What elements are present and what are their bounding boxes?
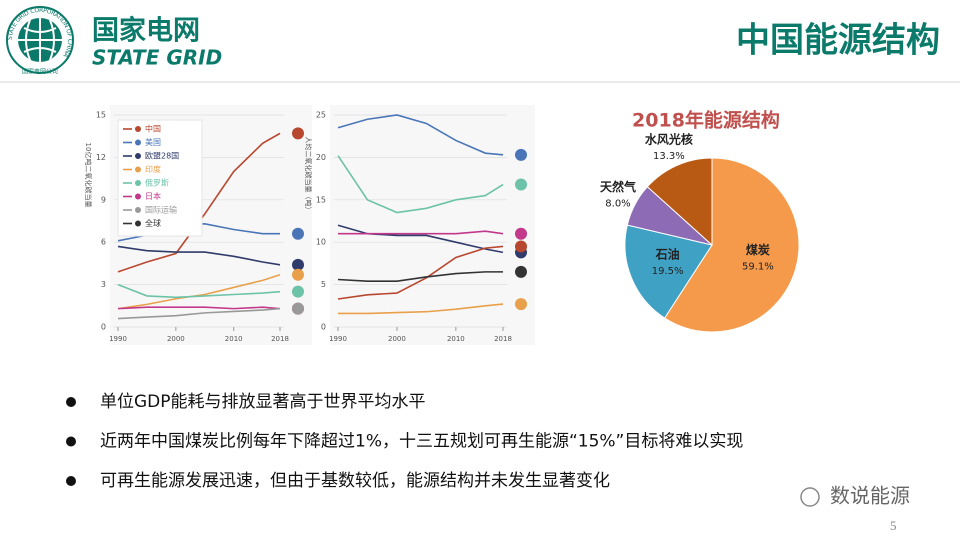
plot-background (330, 105, 535, 345)
slice-label: 天然气 (600, 179, 636, 194)
slice-label: 水风光核 (645, 132, 693, 147)
series-line (337, 155, 504, 214)
x-tick-label: 1990 (329, 335, 347, 343)
flag-icon (292, 227, 304, 240)
legend-box (117, 119, 203, 237)
series-line (117, 132, 281, 273)
slide-title: 中国能源结构 (736, 21, 940, 61)
slice-value: 8.0% (605, 199, 630, 210)
legend-label: 印度 (145, 164, 161, 174)
flag-icon (515, 178, 527, 191)
legend-label: 全球 (145, 218, 161, 228)
bullet-dot (66, 436, 76, 447)
slice-value: 19.5% (652, 266, 684, 277)
flag-icon (515, 265, 527, 278)
bullet-dot (66, 476, 76, 486)
pie-title: 2018年能源结构 (632, 109, 780, 132)
y-tick-label: 0 (321, 323, 326, 332)
x-tick-label: 2018 (271, 335, 289, 343)
flag-icon (515, 148, 527, 161)
series-line (337, 114, 504, 156)
bullet-text: 单位GDP能耗与排放显著高于世界平均水平 (100, 392, 426, 412)
bullet-dot (66, 397, 76, 407)
series-line (117, 307, 281, 320)
legend-label: 美国 (145, 137, 161, 147)
y-tick-label: 0 (101, 323, 106, 332)
series-line (117, 306, 281, 310)
y-tick-label: 15 (96, 111, 106, 120)
pie-slice (646, 157, 713, 247)
y-tick-label: 10 (316, 238, 326, 247)
flag-icon (515, 227, 527, 240)
flag-icon (292, 285, 304, 298)
legend-icon (135, 220, 141, 227)
series-line (337, 245, 504, 300)
logo-ring-cn: 国家电网公司 (22, 68, 58, 76)
logo: STATE GRID CORPORATION OF CHINA 国家电网公司 (6, 6, 74, 76)
page-number: 5 (890, 518, 897, 533)
slice-label: 煤炭 (746, 242, 770, 257)
x-tick-label: 2010 (447, 335, 465, 343)
x-tick-label: 2000 (388, 335, 406, 343)
logo-name: 国家电网 (92, 15, 200, 47)
y-tick-label: 6 (101, 238, 106, 247)
legend-icon (135, 180, 141, 186)
logo-en: STATE GRID (92, 46, 222, 70)
y-axis-label: 10亿吨二氧化碳当量 (84, 143, 93, 208)
slice-value: 13.3% (653, 151, 685, 162)
x-tick-label: 2010 (225, 335, 243, 343)
y-tick-label: 25 (316, 111, 326, 120)
logo-ring (6, 6, 74, 74)
y-tick-label: 20 (316, 153, 326, 162)
bullet-text: 近两年中国煤炭比例每年下降超过1%，十三五规划可再生能源“15%”目标将难以实现 (100, 432, 743, 452)
x-tick-label: 2018 (494, 335, 512, 343)
x-tick-label: 2000 (167, 335, 185, 343)
flag-icon (515, 298, 527, 311)
y-tick-label: 3 (101, 280, 106, 289)
legend-icon (135, 153, 141, 159)
slice-value: 59.1% (742, 262, 774, 273)
flag-icon (292, 302, 304, 315)
flag-icon (515, 240, 527, 253)
legend-label: 中国 (145, 124, 161, 134)
flag-icon (292, 258, 304, 271)
y-axis-label: 人均二氧化碳当量（吨） (304, 137, 313, 214)
legend-icon (135, 139, 141, 146)
legend-label: 国际运输 (145, 205, 177, 215)
legend-icon (135, 193, 141, 200)
y-tick-label: 12 (96, 153, 106, 162)
flag-icon (292, 268, 304, 281)
pie-slice (624, 224, 713, 319)
series-line (338, 230, 504, 235)
slice-label: 石油 (655, 246, 680, 261)
series-line (117, 283, 281, 299)
bullet-text: 可再生能源发展迅速，但由于基数较低，能源结构并未发生显著变化 (100, 471, 610, 491)
logo-grid (18, 18, 62, 62)
y-tick-label: 15 (316, 195, 326, 204)
pie-slice (663, 157, 800, 333)
x-tick-label: 1990 (109, 335, 127, 343)
y-tick-label: 9 (101, 195, 106, 204)
series-line (117, 245, 281, 266)
series-line (117, 273, 281, 310)
legend-label: 日本 (145, 191, 161, 201)
series-line (338, 303, 504, 315)
y-tick-label: 5 (321, 280, 326, 289)
legend-label: 俄罗斯 (145, 178, 169, 188)
series-line (337, 271, 503, 283)
watermark-icon (800, 487, 820, 507)
legend-icon (135, 166, 141, 173)
legend-label: 欧盟28国 (145, 151, 179, 161)
watermark: 数说能源 (830, 484, 910, 508)
legend-icon (135, 126, 141, 132)
legend-icon (135, 207, 141, 213)
flag-icon (292, 127, 304, 140)
